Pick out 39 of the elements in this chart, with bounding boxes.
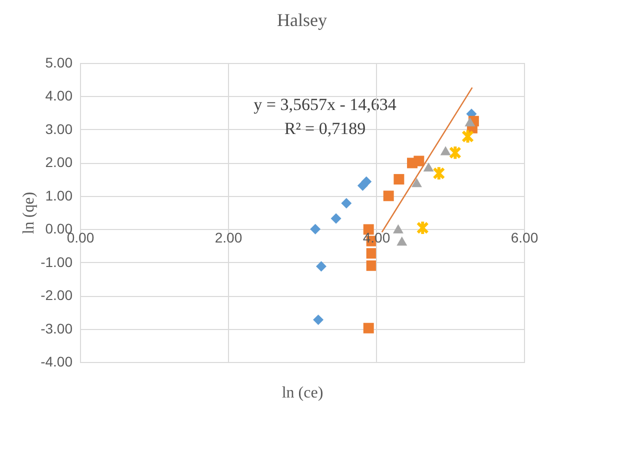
y-tick-label: -2.00	[40, 287, 73, 304]
point	[440, 146, 451, 156]
x-tick-label: 2.00	[214, 230, 242, 246]
y-tick-label: -4.00	[40, 354, 73, 370]
point	[432, 166, 446, 181]
y-tick-label: 3.00	[45, 120, 73, 137]
point	[341, 198, 352, 208]
annotation: y = 3,5657x - 14,634	[254, 95, 397, 114]
point	[310, 224, 321, 234]
point	[394, 174, 404, 185]
point	[313, 314, 324, 326]
y-tick-label: 5.00	[45, 54, 73, 70]
point	[464, 117, 476, 126]
point	[366, 248, 377, 259]
point	[330, 213, 342, 224]
x-tick-label: 4.00	[362, 230, 390, 246]
point	[448, 145, 462, 160]
point	[396, 236, 408, 246]
chart-title: Halsey	[277, 10, 327, 30]
y-tick-label: 1.00	[45, 187, 73, 204]
point	[383, 190, 394, 202]
point	[423, 162, 434, 172]
y-tick-label: -1.00	[40, 254, 73, 270]
point	[414, 156, 424, 166]
x-tick-label: 6.00	[510, 230, 538, 246]
point	[316, 261, 326, 272]
y-tick-label: 4.00	[45, 88, 73, 104]
x-axis-title: ln (ce)	[282, 384, 324, 402]
point	[361, 176, 372, 187]
y-tick-label: -3.00	[40, 320, 73, 336]
point	[462, 128, 474, 144]
y-tick-label: 2.00	[45, 154, 73, 170]
y-axis-title: ln (qe)	[20, 192, 38, 234]
point	[416, 220, 429, 236]
annotation: R² = 0,7189	[284, 119, 366, 138]
point	[392, 224, 404, 234]
point	[363, 322, 374, 334]
point	[366, 260, 377, 271]
point	[411, 178, 422, 188]
